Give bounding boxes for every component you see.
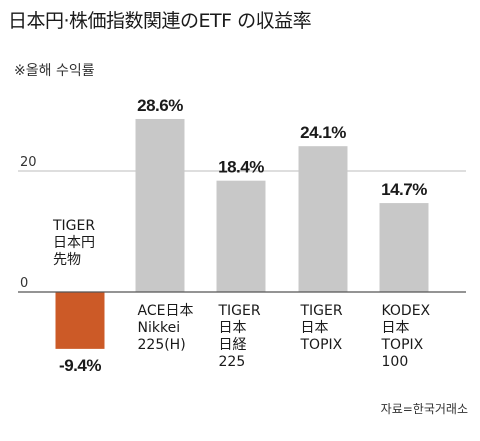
category-label-1-0: ACE日本	[138, 303, 194, 319]
value-label-0: -9.4%	[59, 356, 101, 375]
chart-subtitle: ※올해 수익률	[14, 63, 95, 79]
category-label-0-1: 日本円	[53, 235, 95, 251]
y-tick-label-0: 0	[20, 276, 28, 291]
bar-1	[135, 118, 185, 292]
value-label-1: 28.6%	[137, 96, 183, 115]
category-label-3-1: 日本	[301, 320, 329, 336]
value-label-2: 18.4%	[218, 158, 264, 177]
value-label-3: 24.1%	[300, 123, 346, 142]
category-label-0-2: 先物	[53, 252, 81, 268]
category-label-4-2: TOPIX	[381, 337, 424, 353]
chart-title: 日本円·株価指数関連のETF の収益率	[8, 10, 312, 32]
category-label-4-3: 100	[382, 354, 409, 370]
source-note: 자료=한국거래소	[380, 402, 468, 416]
category-label-2-2: 日経	[219, 337, 247, 353]
bar-3	[298, 146, 348, 292]
category-label-2-3: 225	[219, 354, 246, 370]
y-tick-label-20: 20	[20, 155, 37, 170]
category-label-3-0: TIGER	[300, 303, 343, 319]
bar-4	[379, 203, 429, 292]
bar-2	[216, 180, 266, 292]
category-label-1-1: Nikkei	[138, 320, 181, 336]
category-label-4-0: KODEX	[382, 303, 431, 319]
bar-0	[55, 292, 105, 349]
category-label-3-2: TOPIX	[300, 337, 343, 353]
category-label-4-1: 日本	[382, 320, 410, 336]
category-label-2-1: 日本	[219, 320, 247, 336]
category-label-2-0: TIGER	[218, 303, 261, 319]
category-label-0-0: TIGER	[52, 218, 95, 234]
value-label-4: 14.7%	[381, 180, 427, 199]
category-label-1-2: 225(H)	[138, 337, 186, 353]
